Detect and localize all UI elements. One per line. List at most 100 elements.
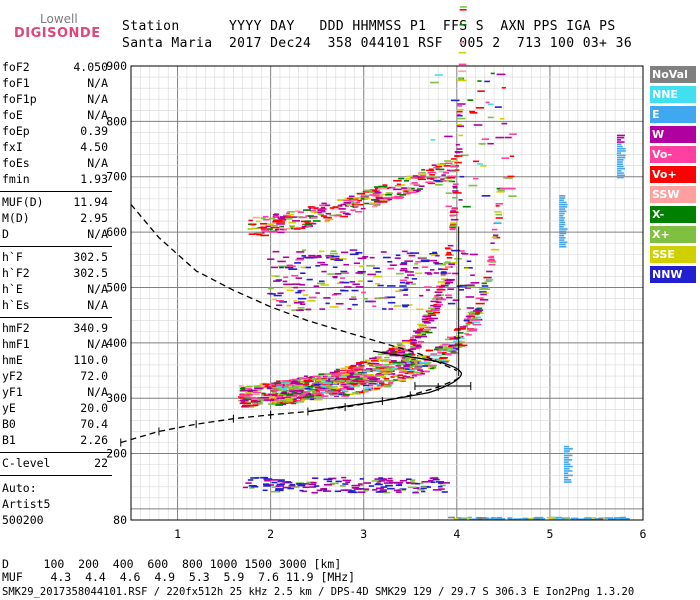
echo-point	[332, 206, 339, 208]
echo-point	[282, 401, 289, 403]
param-name: B1	[2, 433, 16, 447]
echo-point	[438, 263, 447, 266]
echo-point	[326, 480, 333, 483]
echo-point	[407, 377, 413, 380]
echo-point	[356, 380, 365, 383]
legend-item: Vo-	[650, 146, 696, 163]
echo-point	[313, 396, 322, 398]
echo-point	[331, 294, 337, 296]
echo-point	[351, 289, 359, 292]
param-row: C-level 22	[2, 456, 108, 472]
echo-point	[334, 490, 342, 493]
echo-point	[289, 392, 294, 394]
echo-point	[305, 256, 314, 259]
echo-point	[435, 294, 441, 297]
echo-point	[306, 481, 314, 484]
echo-point	[281, 391, 287, 393]
echo-point	[348, 198, 354, 200]
param-value: N/A	[87, 108, 108, 122]
echo-point	[463, 517, 470, 519]
echo-point	[374, 387, 381, 390]
echo-point	[262, 483, 270, 485]
echo-point	[271, 382, 278, 385]
echo-point	[373, 186, 381, 188]
echo-point	[253, 400, 261, 402]
echo-point	[387, 285, 396, 287]
echo-point	[387, 301, 396, 304]
legend-item: NNW	[650, 266, 696, 283]
y-tick-label: 400	[106, 336, 127, 350]
echo-point	[266, 386, 272, 388]
echo-point	[563, 461, 569, 463]
y-tick-label: 200	[106, 447, 127, 461]
echo-point	[410, 346, 419, 348]
echo-point	[405, 368, 410, 370]
echo-point	[300, 266, 306, 269]
echo-point	[616, 141, 625, 143]
echo-point	[373, 362, 380, 365]
echo-point	[380, 368, 389, 371]
echo-point	[379, 297, 388, 299]
echo-point	[298, 388, 303, 391]
echo-point	[380, 370, 388, 373]
echo-point	[261, 392, 266, 395]
echo-point	[300, 394, 305, 397]
echo-point	[468, 329, 477, 332]
echo-point	[479, 291, 487, 293]
echo-point	[349, 249, 358, 251]
echo-point	[374, 383, 382, 386]
echo-point	[373, 200, 381, 203]
echo-point	[446, 253, 452, 256]
echo-point	[453, 340, 462, 343]
echo-point	[330, 394, 340, 397]
echo-point	[315, 393, 323, 396]
echo-point	[370, 387, 378, 390]
echo-point	[405, 178, 412, 180]
echo-point	[278, 219, 287, 221]
echo-point	[437, 281, 446, 283]
echo-point	[422, 320, 428, 323]
echo-point	[362, 371, 367, 374]
echo-point	[271, 275, 278, 277]
param-row: hmF1 N/A	[2, 337, 108, 353]
echo-point	[313, 285, 320, 288]
echo-point	[341, 476, 347, 479]
echo-point	[479, 297, 484, 299]
echo-point	[476, 307, 483, 310]
echo-point	[367, 280, 373, 283]
echo-point	[429, 365, 437, 368]
echo-point	[330, 250, 337, 253]
echo-point	[563, 448, 573, 450]
echo-point	[276, 385, 283, 387]
header-values: Santa Maria 2017 Dec24 358 044101 RSF 00…	[122, 36, 633, 51]
echo-point	[349, 253, 359, 256]
echo-point	[325, 212, 332, 215]
echo-point	[459, 289, 465, 291]
echo-point	[244, 392, 253, 394]
echo-point	[398, 374, 403, 376]
echo-point	[315, 381, 322, 383]
echo-point	[442, 344, 447, 347]
echo-point	[501, 87, 506, 89]
echo-point	[329, 252, 338, 255]
echo-point	[316, 387, 326, 389]
echo-point	[335, 368, 340, 371]
echo-point	[320, 377, 329, 380]
echo-point	[429, 317, 438, 320]
lowell-digisonde-logo: Lowell DIGISONDE	[10, 12, 110, 42]
echo-point	[456, 346, 463, 348]
echo-point	[616, 147, 626, 150]
echo-point	[369, 202, 378, 205]
echo-point	[559, 206, 568, 208]
echo-point	[458, 518, 467, 521]
echo-point	[275, 488, 284, 490]
echo-point	[340, 203, 347, 206]
echo-point	[444, 279, 454, 282]
echo-point	[616, 154, 626, 157]
echo-point	[429, 174, 435, 176]
echo-point	[338, 392, 344, 395]
echo-point	[415, 272, 423, 275]
echo-point	[447, 348, 456, 351]
echo-point	[335, 377, 344, 380]
echo-point	[360, 198, 368, 200]
